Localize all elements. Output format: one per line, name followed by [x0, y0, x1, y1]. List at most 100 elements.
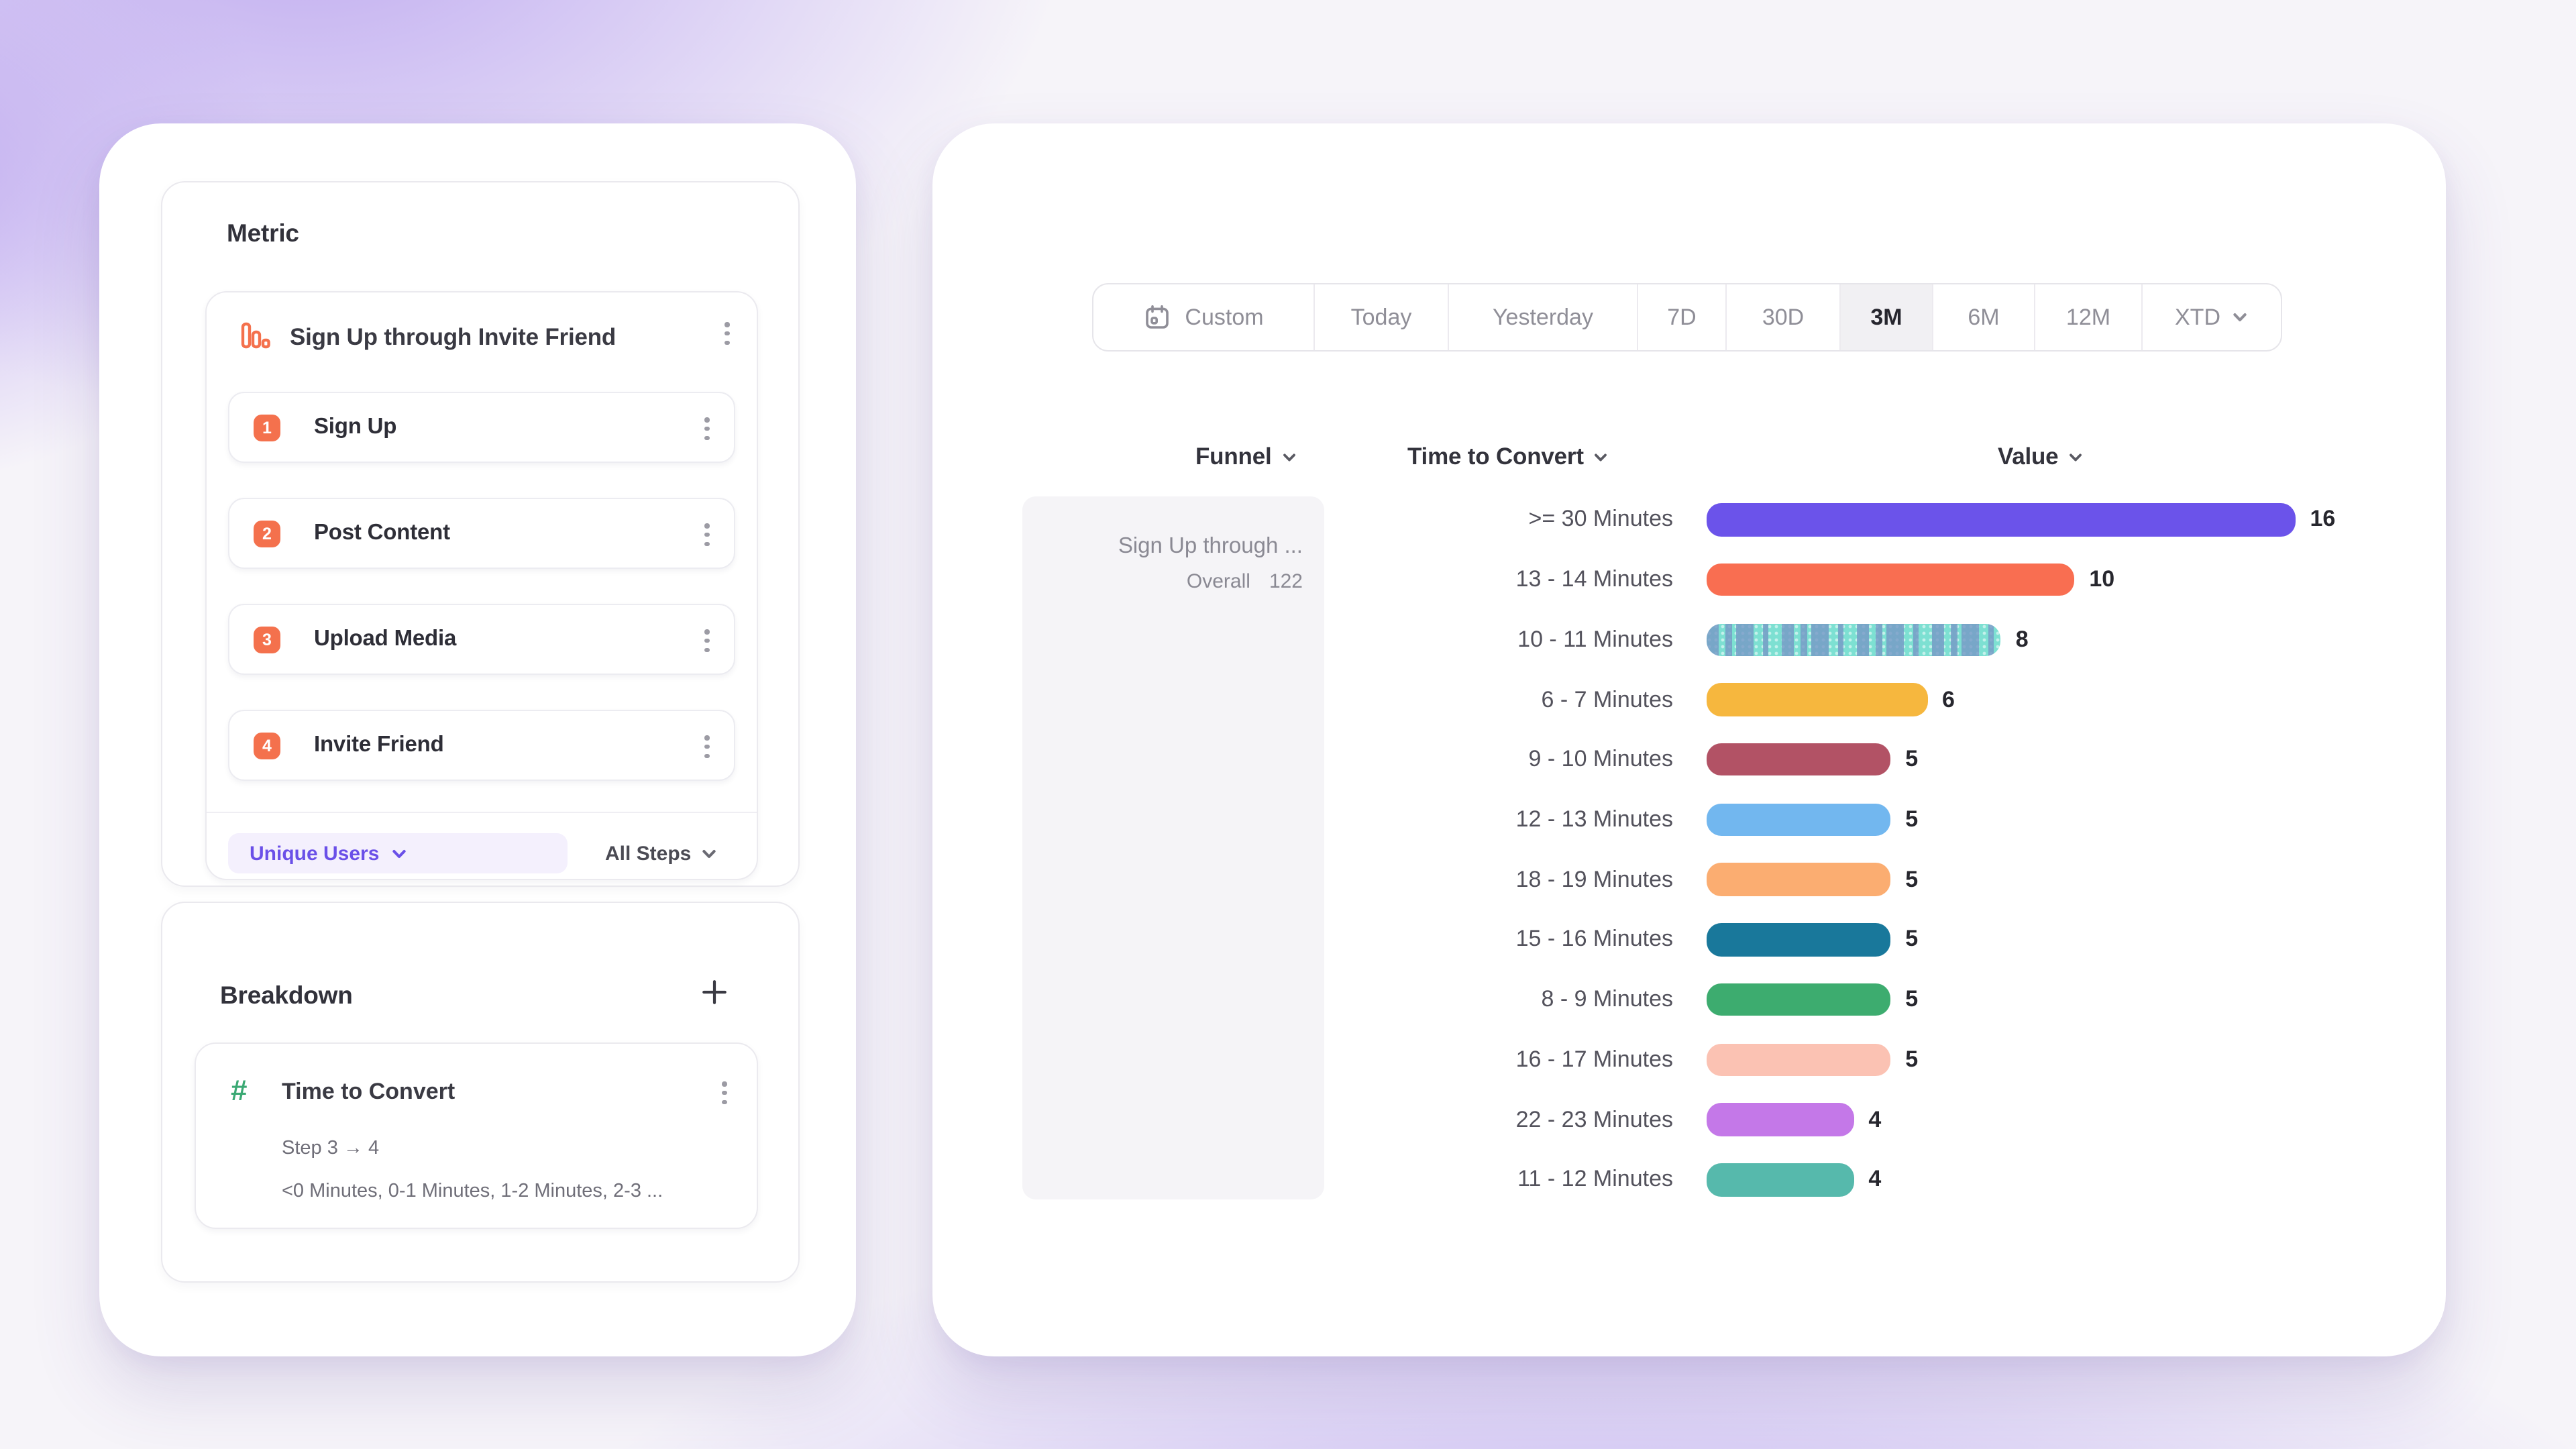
steps-scope-dropdown[interactable]: All Steps [605, 833, 718, 873]
column-header-funnel[interactable]: Funnel [1195, 443, 1297, 471]
chart-row: 13 - 14 Minutes 10 [932, 549, 2446, 609]
overall-label: Overall [1186, 570, 1250, 593]
funnel-definition-card: Sign Up through Invite Friend 1 Sign Up 2 P… [205, 291, 758, 880]
range-7d[interactable]: 7D [1638, 284, 1727, 350]
chart-category-label: 18 - 19 Minutes [1515, 866, 1673, 892]
breakdown-section: Breakdown # Time to Convert Step 3 → 4 <… [161, 902, 800, 1283]
chart-row: 9 - 10 Minutes 5 [932, 730, 2446, 790]
column-header-label: Value [1998, 443, 2059, 470]
range-xtd[interactable]: XTD [2143, 284, 2281, 350]
funnel-title: Sign Up through Invite Friend [290, 323, 616, 350]
funnel-step[interactable]: 1 Sign Up [228, 392, 735, 463]
kebab-menu-icon[interactable] [700, 518, 715, 551]
chart-category-label: 15 - 16 Minutes [1515, 926, 1673, 952]
range-label: 12M [2065, 304, 2111, 329]
measurement-dropdown[interactable]: Unique Users [228, 833, 568, 873]
chart-row: 18 - 19 Minutes 5 [932, 850, 2446, 910]
kebab-menu-icon[interactable] [720, 317, 735, 350]
chart-bar[interactable] [1707, 503, 2296, 537]
funnel-step[interactable]: 4 Invite Friend [228, 710, 735, 781]
breakdown-buckets-preview: <0 Minutes, 0-1 Minutes, 1-2 Minutes, 2-… [282, 1181, 663, 1202]
chart-row: >= 30 Minutes 16 [932, 490, 2446, 549]
column-header-label: Funnel [1195, 443, 1272, 470]
chart-category-label: >= 30 Minutes [1528, 506, 1674, 532]
chart-category-label: 13 - 14 Minutes [1515, 566, 1673, 592]
chart-bar[interactable] [1707, 803, 1891, 837]
chart-bar[interactable] [1707, 743, 1891, 776]
kebab-menu-icon[interactable] [700, 730, 715, 763]
chart-bar[interactable] [1707, 623, 2001, 657]
chart-bar[interactable] [1707, 863, 1891, 896]
funnel-step[interactable]: 2 Post Content [228, 498, 735, 569]
range-3m[interactable]: 3M [1841, 284, 1933, 350]
funnel-step[interactable]: 3 Upload Media [228, 604, 735, 675]
range-label: 3M [1870, 304, 1902, 329]
chart-bar[interactable] [1707, 1043, 1891, 1077]
kebab-menu-icon[interactable] [700, 412, 715, 445]
query-builder-panel: Metric Sign Up through Invite Friend 1 Si… [99, 123, 856, 1356]
chart-bar[interactable] [1707, 923, 1891, 957]
range-custom[interactable]: Custom [1093, 284, 1315, 350]
range-yesterday[interactable]: Yesterday [1449, 284, 1638, 350]
step-label: Upload Media [314, 627, 457, 651]
step-label: Invite Friend [314, 733, 444, 757]
breakdown-bar-chart: >= 30 Minutes 16 13 - 14 Minutes 10 10 - 11 … [932, 490, 2446, 1210]
step-number-badge: 3 [254, 626, 280, 653]
chart-category-label: 22 - 23 Minutes [1515, 1106, 1673, 1132]
chart-bar[interactable] [1707, 1103, 1854, 1136]
bar-chart-icon [240, 321, 271, 358]
divider [207, 812, 757, 813]
chart-bar[interactable] [1707, 683, 1928, 716]
chart-category-label: 11 - 12 Minutes [1517, 1166, 1673, 1192]
range-today[interactable]: Today [1315, 284, 1449, 350]
chart-value-label: 5 [1905, 746, 1919, 772]
hash-icon: # [231, 1073, 248, 1107]
step-number-badge: 1 [254, 414, 280, 441]
metric-section: Metric Sign Up through Invite Friend 1 Si… [161, 181, 800, 887]
breakdown-property-card[interactable]: # Time to Convert Step 3 → 4 <0 Minutes,… [195, 1042, 758, 1229]
chevron-down-icon [392, 849, 406, 857]
kebab-menu-icon[interactable] [717, 1076, 733, 1110]
chevron-down-icon [1283, 453, 1295, 461]
plus-icon [702, 980, 727, 1004]
chart-row: 16 - 17 Minutes 5 [932, 1030, 2446, 1089]
add-breakdown-button[interactable] [700, 978, 729, 1013]
chart-category-label: 12 - 13 Minutes [1515, 806, 1673, 832]
chart-row: 11 - 12 Minutes 4 [932, 1150, 2446, 1210]
chart-bar[interactable] [1707, 563, 2075, 596]
range-label: Custom [1185, 304, 1264, 329]
chart-bar[interactable] [1707, 1163, 1854, 1197]
range-label: Today [1350, 304, 1412, 329]
breakdown-property-name: Time to Convert [282, 1079, 455, 1104]
chevron-down-icon [2070, 453, 2082, 461]
column-header-value[interactable]: Value [1998, 443, 2084, 471]
chart-row: 12 - 13 Minutes 5 [932, 790, 2446, 849]
range-12m[interactable]: 12M [2035, 284, 2143, 350]
funnel-steps: 1 Sign Up 2 Post Content 3 Upload Media 4 Invit… [228, 392, 735, 816]
chart-category-label: 6 - 7 Minutes [1541, 686, 1673, 712]
funnel-cell: Sign Up through ... Overall 122 [1022, 496, 1324, 1199]
measurement-label: Unique Users [250, 842, 380, 865]
chart-value-label: 4 [1868, 1106, 1882, 1132]
range-6m[interactable]: 6M [1933, 284, 2035, 350]
chart-value-label: 6 [1942, 686, 1955, 712]
chevron-down-icon [1595, 453, 1607, 461]
chart-row: 8 - 9 Minutes 5 [932, 970, 2446, 1030]
chart-value-label: 5 [1905, 1046, 1919, 1072]
chart-value-label: 5 [1905, 986, 1919, 1012]
chevron-down-icon [702, 849, 716, 857]
column-header-time-to-convert[interactable]: Time to Convert [1407, 443, 1609, 471]
chart-value-label: 8 [2015, 626, 2029, 652]
range-30d[interactable]: 30D [1727, 284, 1841, 350]
chart-value-label: 5 [1905, 866, 1919, 892]
range-label: Yesterday [1493, 304, 1593, 329]
overall-value: 122 [1269, 570, 1303, 593]
chart-value-label: 4 [1868, 1166, 1882, 1192]
kebab-menu-icon[interactable] [700, 624, 715, 657]
chart-row: 6 - 7 Minutes 6 [932, 669, 2446, 729]
steps-scope-label: All Steps [605, 842, 692, 865]
chart-bar[interactable] [1707, 983, 1891, 1016]
calendar-icon [1146, 305, 1169, 329]
step-label: Sign Up [314, 415, 397, 439]
